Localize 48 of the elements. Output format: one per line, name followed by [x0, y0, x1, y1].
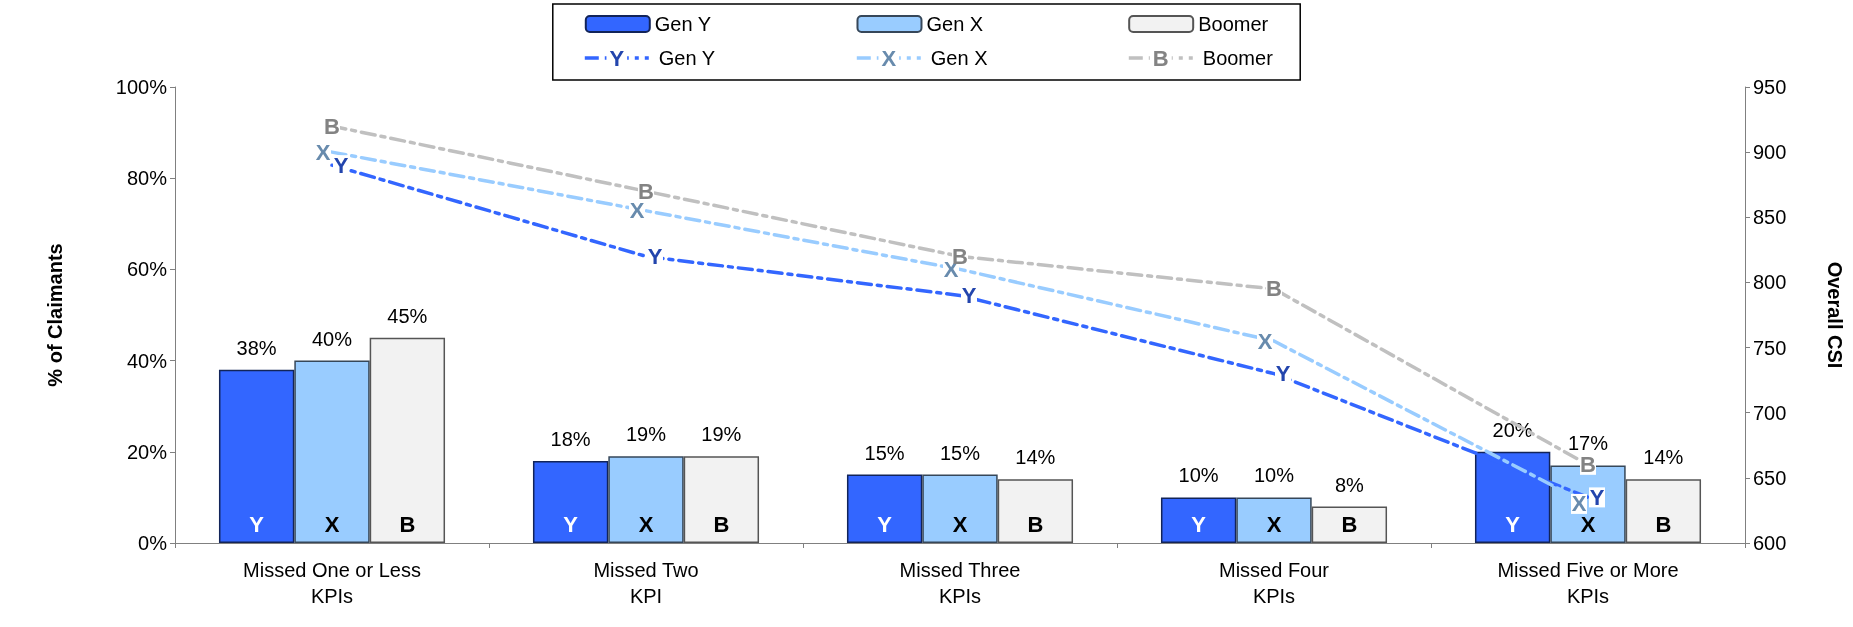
text: Y: [1589, 484, 1605, 510]
data-label: 38%: [236, 336, 277, 359]
legend-label: Gen Y: [654, 13, 712, 35]
y2-tick-label: 700: [1753, 401, 1787, 424]
text: Y: [609, 45, 625, 71]
y2-tick-label: 900: [1753, 141, 1787, 164]
legend-label: Gen Y: [658, 47, 716, 69]
text: B: [1152, 45, 1169, 71]
text: X: [638, 511, 654, 537]
y2-tick-label: 800: [1753, 271, 1787, 294]
y2-axis-title: Overall CSI: [1824, 261, 1846, 369]
y2-tick-label: 600: [1753, 532, 1787, 554]
legend-label: Gen X: [930, 47, 988, 69]
text: B: [1655, 511, 1672, 537]
text: B: [324, 113, 340, 139]
text: B: [1341, 511, 1358, 537]
x-tick-label: Missed One or Less KPIs: [243, 559, 421, 607]
text: B: [713, 511, 730, 537]
text: B: [1027, 511, 1044, 537]
y2-tick-label: 750: [1753, 336, 1787, 359]
annotation: Y: [249, 511, 265, 537]
text: Y: [877, 511, 892, 537]
y2-tick-label: 950: [1753, 76, 1787, 98]
text: X: [952, 511, 968, 537]
legend-label: Boomer: [1198, 13, 1269, 35]
y2-tick-label: 650: [1753, 466, 1787, 489]
y-tick-label: 60%: [126, 258, 168, 281]
annotation: B: [399, 511, 416, 537]
legend-label: Boomer: [1202, 47, 1274, 69]
y2-tick-label: 850: [1753, 206, 1787, 229]
x-tick-label: Missed Three KPIs: [899, 559, 1021, 607]
legend-label: Gen X: [926, 13, 984, 35]
y-tick-label: 0%: [138, 532, 168, 554]
x-tick-label: Missed Five or More KPIs: [1497, 559, 1679, 607]
y-axis-title: % of Claimants: [44, 243, 66, 387]
y-tick-label: 80%: [126, 167, 168, 190]
text: X: [881, 45, 897, 71]
y-tick-label: 40%: [126, 349, 168, 372]
annotation: X: [324, 511, 340, 537]
text: X: [1266, 511, 1282, 537]
text: Y: [1191, 511, 1206, 537]
y-tick-label: 20%: [126, 440, 168, 463]
text: Y: [1505, 511, 1520, 537]
y-tick-label: 100%: [115, 76, 168, 98]
data-label: 14%: [1643, 446, 1684, 469]
x-tick-label: Missed Four KPIs: [1218, 559, 1330, 607]
x-tick-label: Missed Two KPI: [593, 559, 699, 607]
text: Y: [563, 511, 578, 537]
